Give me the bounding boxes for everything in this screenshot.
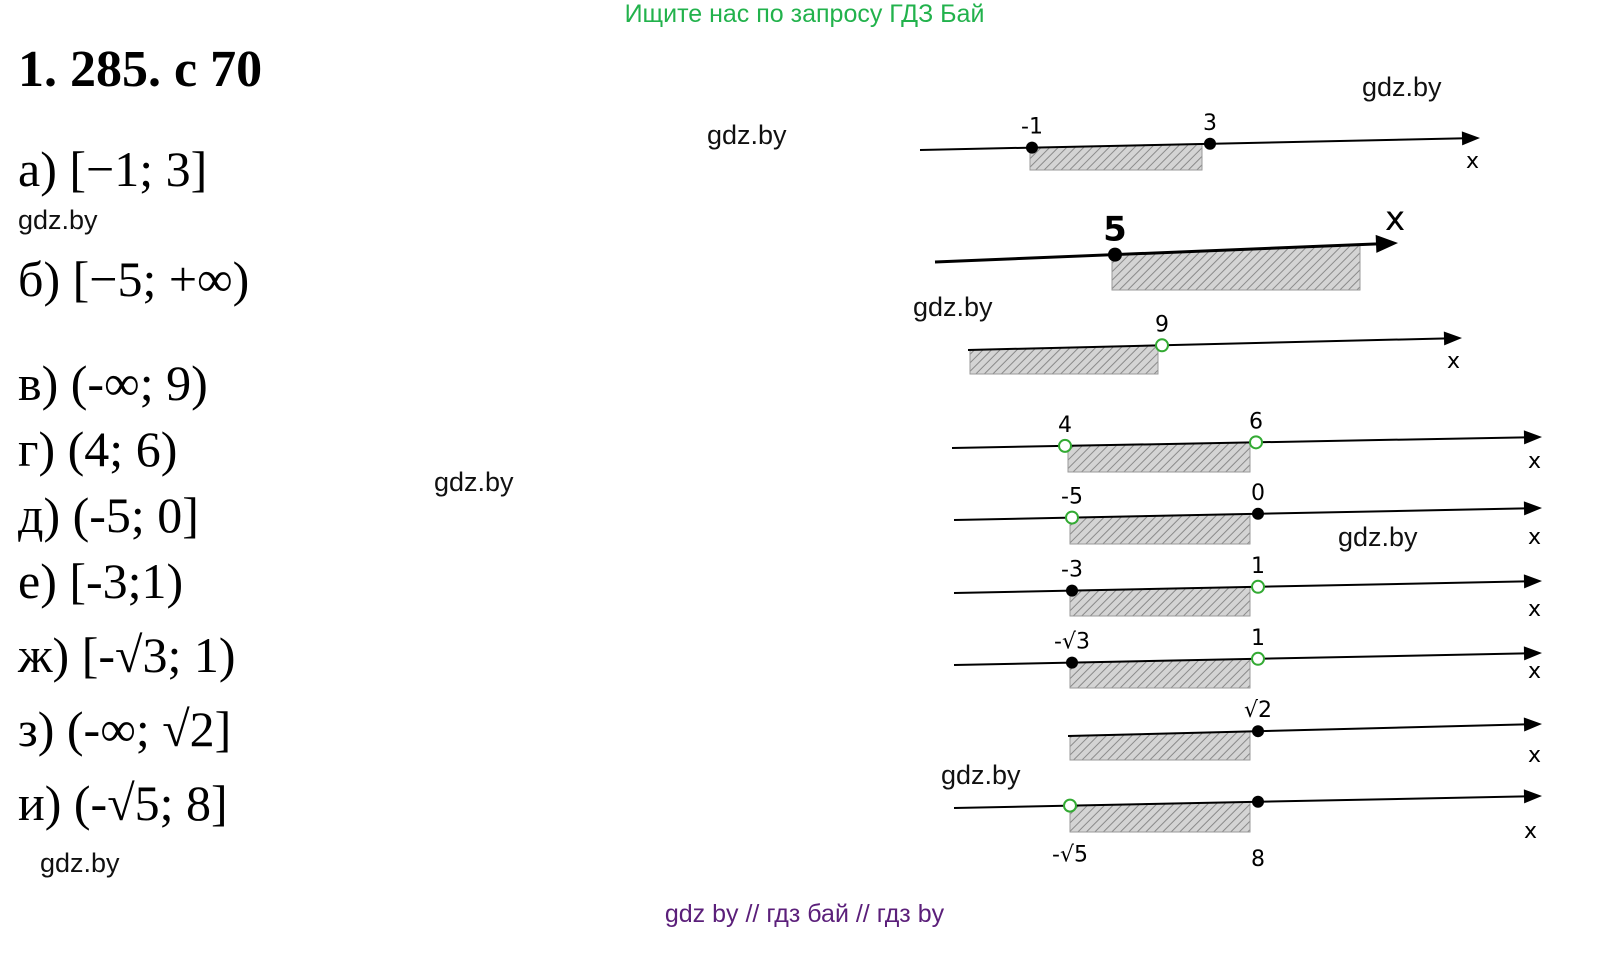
- axis-arrow-icon: [1523, 430, 1542, 445]
- axis-arrow-icon: [1523, 789, 1542, 804]
- axis-label: x: [1524, 819, 1537, 844]
- open-point: [1063, 798, 1077, 813]
- shaded-interval: [1067, 441, 1251, 473]
- shaded-interval: [1069, 586, 1251, 617]
- point-label: 5: [1103, 210, 1127, 250]
- open-point: [1155, 338, 1169, 353]
- point-label: 1: [1251, 554, 1265, 579]
- axis-label: x: [1385, 199, 1405, 239]
- watermark: gdz.by: [18, 205, 98, 235]
- point-label: -5: [1061, 485, 1083, 510]
- watermark: gdz.by: [1338, 522, 1418, 552]
- shaded-interval: [1111, 244, 1361, 291]
- exercise-title: 1. 285. с 70: [18, 41, 263, 98]
- point-label: -3: [1061, 558, 1083, 583]
- point-label: 6: [1249, 409, 1263, 434]
- axis-line: [951, 436, 1529, 449]
- closed-point: [1252, 507, 1264, 520]
- answer-v: в) (-∞; 9): [18, 355, 208, 411]
- axis-line: [934, 242, 1385, 264]
- axis-line: [953, 795, 1529, 809]
- open-point: [1065, 510, 1079, 525]
- answer-d: д) (-5; 0]: [18, 487, 199, 543]
- axis-arrow-icon: [1523, 574, 1542, 589]
- closed-point: [1026, 141, 1038, 154]
- axis-arrow-icon: [1523, 717, 1542, 732]
- point-label: 1: [1251, 626, 1265, 651]
- axis-label: x: [1528, 525, 1541, 550]
- axis-label: x: [1528, 449, 1541, 474]
- shaded-interval: [1069, 658, 1251, 689]
- open-point: [1058, 438, 1072, 453]
- answer-a: а) [−1; 3]: [18, 141, 208, 197]
- watermark: gdz.by: [941, 760, 1021, 790]
- point-label: 3: [1203, 111, 1217, 136]
- axis-label: x: [1528, 597, 1541, 622]
- axis-label: x: [1466, 149, 1479, 174]
- closed-point: [1204, 137, 1216, 150]
- axis-label: x: [1447, 349, 1460, 374]
- answer-b: б) [−5; +∞): [18, 251, 250, 307]
- open-point: [1251, 651, 1265, 666]
- watermark: gdz.by: [913, 292, 993, 322]
- axis-arrow-icon: [1523, 646, 1542, 661]
- axis-arrow-icon: [1443, 331, 1462, 346]
- point-label: 8: [1251, 847, 1265, 872]
- watermark: gdz.by: [1362, 72, 1442, 102]
- footer-links: gdz by // гдз бай // гдз by: [664, 900, 945, 928]
- answer-i: и) (-√5; 8]: [18, 775, 228, 831]
- closed-point: [1252, 725, 1264, 738]
- shaded-interval: [1069, 801, 1251, 833]
- answer-z: з) (-∞; √2]: [18, 701, 232, 757]
- watermark: gdz.by: [40, 848, 120, 878]
- axis-label: x: [1528, 743, 1541, 768]
- answer-e: е) [-3;1): [18, 553, 184, 609]
- point-label: 4: [1058, 413, 1072, 438]
- axis-arrow-icon: [1523, 501, 1542, 516]
- axis-line: [953, 580, 1529, 594]
- axis-line: [953, 507, 1529, 521]
- closed-point: [1108, 247, 1122, 262]
- watermark: gdz.by: [707, 120, 787, 150]
- axis-line: [967, 337, 1449, 351]
- shaded-interval: [1069, 513, 1251, 545]
- axis-line: [953, 652, 1529, 666]
- point-label: 9: [1155, 312, 1169, 337]
- search-banner: Ищите нас по запросу ГДЗ Бай: [624, 0, 985, 28]
- axis-line: [919, 137, 1467, 151]
- watermark: gdz.by: [434, 467, 514, 497]
- open-point: [1249, 435, 1263, 450]
- open-point: [1251, 579, 1265, 594]
- point-label: -√3: [1054, 630, 1090, 655]
- axis-arrow-icon: [1375, 234, 1398, 253]
- closed-point: [1066, 656, 1078, 669]
- point-label: 0: [1251, 481, 1265, 506]
- point-label: -1: [1021, 115, 1043, 140]
- point-label: -√5: [1052, 843, 1088, 868]
- closed-point: [1066, 584, 1078, 597]
- axis-label: x: [1528, 659, 1541, 684]
- answer-zh: ж) [-√3; 1): [18, 627, 236, 683]
- closed-point: [1252, 795, 1264, 808]
- axis-line: [1067, 723, 1529, 737]
- answer-g: г) (4; 6): [18, 421, 178, 477]
- point-label: √2: [1244, 698, 1272, 723]
- axis-arrow-icon: [1461, 131, 1480, 146]
